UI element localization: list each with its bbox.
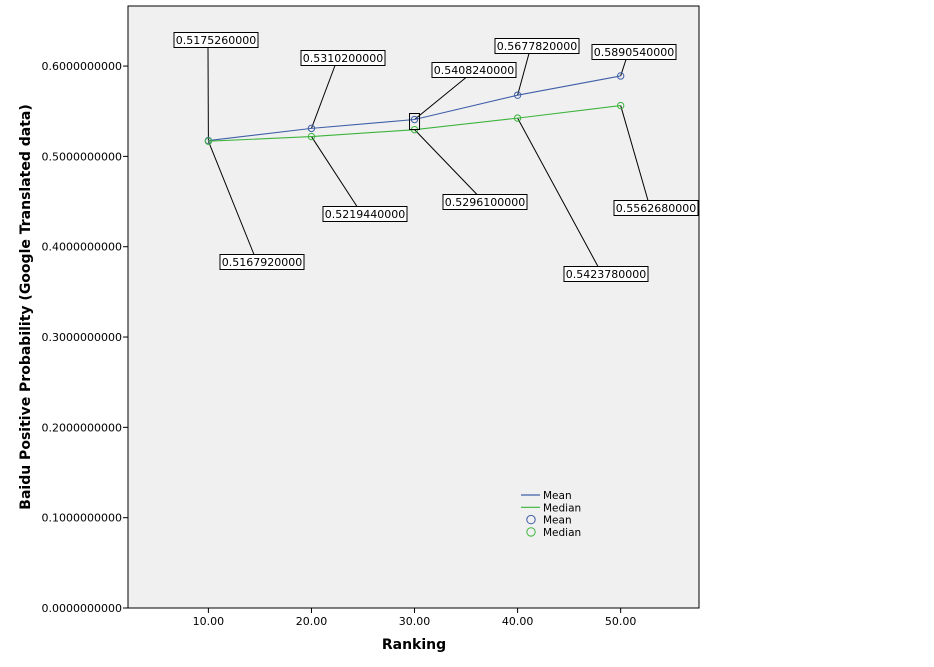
data-label-box [442, 194, 528, 210]
x-axis: 10.00 20.00 30.00 40.00 50.00 [193, 608, 637, 628]
data-label: 0.5423780000 [566, 268, 646, 281]
data-label: 0.5296100000 [445, 196, 525, 209]
marker-mean [307, 124, 316, 133]
data-label-leaders [207, 47, 649, 267]
data-label-box [173, 32, 259, 48]
marker-mean [410, 115, 419, 124]
leader-line [207, 141, 255, 255]
x-tick-label: 20.00 [296, 615, 328, 628]
data-label-box [300, 50, 386, 66]
leader-line [311, 136, 358, 207]
marker-median [513, 114, 522, 122]
marker-mean [513, 91, 522, 99]
leader-line [414, 129, 478, 195]
x-axis-title: Ranking [382, 637, 446, 653]
leader-line [414, 77, 467, 120]
marker-mean [616, 72, 625, 80]
y-tick-label: 0.5000000000 [42, 150, 122, 163]
x-tick-label: 40.00 [502, 615, 534, 628]
data-label-box [322, 206, 408, 222]
series-line-mean [208, 75, 621, 142]
legend-label: Mean [543, 490, 572, 502]
x-tick-label: 30.00 [399, 615, 431, 628]
data-label: 0.5310200000 [303, 52, 383, 65]
data-label: 0.5890540000 [594, 46, 674, 59]
leader-line [517, 53, 530, 96]
data-label: 0.5219440000 [325, 208, 405, 221]
y-axis: 0.0000000000 0.1000000000 0.2000000000 0.30… [42, 60, 128, 615]
data-label-box [563, 266, 649, 282]
leader-line [620, 105, 649, 201]
marker-median [204, 137, 213, 145]
y-tick-label: 0.2000000000 [42, 421, 122, 434]
x-tick-label: 50.00 [605, 615, 637, 628]
leader-line [310, 65, 336, 129]
legend-label: Mean [543, 515, 572, 527]
data-label: 0.5562680000 [616, 202, 696, 215]
y-axis-title: Baidu Positive Probability (Google Trans… [18, 104, 34, 509]
plot-area [127, 5, 700, 609]
overlap-highlight [409, 113, 421, 131]
data-label-box [591, 44, 677, 60]
legend-marker-swatch [526, 514, 536, 525]
marker-median [616, 101, 625, 110]
data-label-box [613, 200, 699, 216]
legend-marker-swatch [526, 527, 536, 537]
data-label-box [431, 62, 517, 78]
x-tick-label: 10.00 [193, 615, 225, 628]
y-tick-label: 0.1000000000 [42, 512, 122, 525]
y-tick-label: 0.6000000000 [42, 60, 122, 73]
legend-label: Median [543, 527, 581, 539]
y-tick-label: 0.4000000000 [42, 241, 122, 254]
data-label-box [219, 254, 305, 270]
data-label-box [494, 38, 580, 54]
data-label: 0.5677820000 [497, 40, 577, 53]
leader-line [517, 117, 599, 267]
marker-median [307, 132, 316, 141]
data-labels: 0.5175260000 0.5310200000 0.5408240000 0.56… [173, 32, 699, 282]
data-label: 0.5175260000 [176, 34, 256, 47]
y-tick-label: 0.3000000000 [42, 331, 122, 344]
y-tick-label: 0.0000000000 [42, 602, 122, 615]
data-label: 0.5167920000 [222, 256, 302, 269]
legend-label: Median [543, 502, 581, 514]
data-label: 0.5408240000 [434, 64, 514, 77]
